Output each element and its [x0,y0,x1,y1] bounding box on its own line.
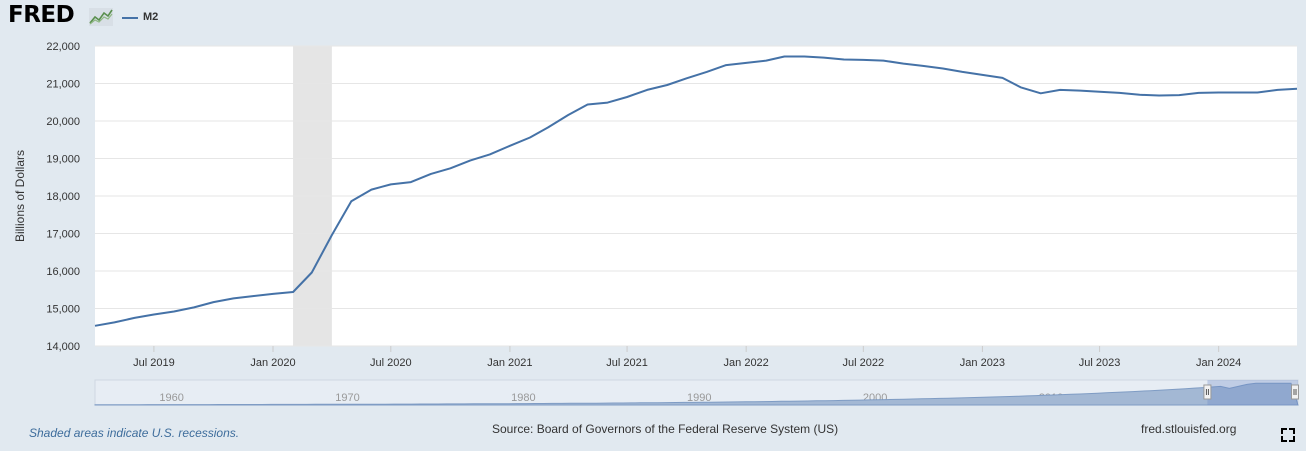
x-tick-label: Jul 2021 [606,357,648,369]
fred-logo[interactable]: FRED [8,2,75,28]
y-tick-label: 20,000 [46,116,80,128]
x-tick-label: Jul 2022 [843,357,885,369]
x-tick-label: Jul 2019 [133,357,175,369]
navigator-year-label: 1990 [687,392,711,404]
y-tick-label: 21,000 [46,79,80,91]
recession-note: Shaded areas indicate U.S. recessions. [29,426,240,440]
series-line-m2 [94,55,1298,327]
navigator-selection [1207,380,1298,405]
legend-label: M2 [143,11,159,23]
x-tick-label: Jan 2023 [960,357,1005,369]
x-tick-label: Jul 2020 [370,357,412,369]
x-tick-label: Jan 2024 [1196,357,1241,369]
y-tick-label: 17,000 [46,229,80,241]
source-note: Source: Board of Governors of the Federa… [492,422,839,436]
navigator-series [94,382,1299,406]
navigator-year-label: 1960 [159,392,183,404]
navigator-handle-right-icon[interactable] [1291,384,1299,400]
handle-body [1291,384,1299,400]
fullscreen-icon[interactable] [1281,428,1295,442]
navigator-year-label: 1970 [335,392,359,404]
x-tick-label: Jan 2021 [487,357,532,369]
y-tick-label: 22,000 [46,41,80,53]
x-tick-label: Jul 2023 [1079,357,1121,369]
navigator-year-label: 1980 [511,392,535,404]
x-tick-label: Jan 2020 [250,357,295,369]
chart[interactable]: 14,000 15,000 16,000 17,000 18,000 19,000 20,0… [0,0,1306,420]
fred-logo-graph-icon [89,8,113,26]
navigator-handle-left-icon[interactable] [1203,384,1212,400]
legend-swatch [122,17,138,19]
y-tick-label: 14,000 [46,341,80,353]
y-tick-label: 19,000 [46,154,80,166]
y-tick-label: 18,000 [46,191,80,203]
handle-body [1203,384,1212,400]
x-tick-label: Jan 2022 [724,357,769,369]
site-link[interactable]: fred.stlouisfed.org [1141,422,1237,436]
y-tick-label: 16,000 [46,266,80,278]
y-tick-label: 15,000 [46,304,80,316]
chart-header: FRED M2 [0,0,1306,34]
